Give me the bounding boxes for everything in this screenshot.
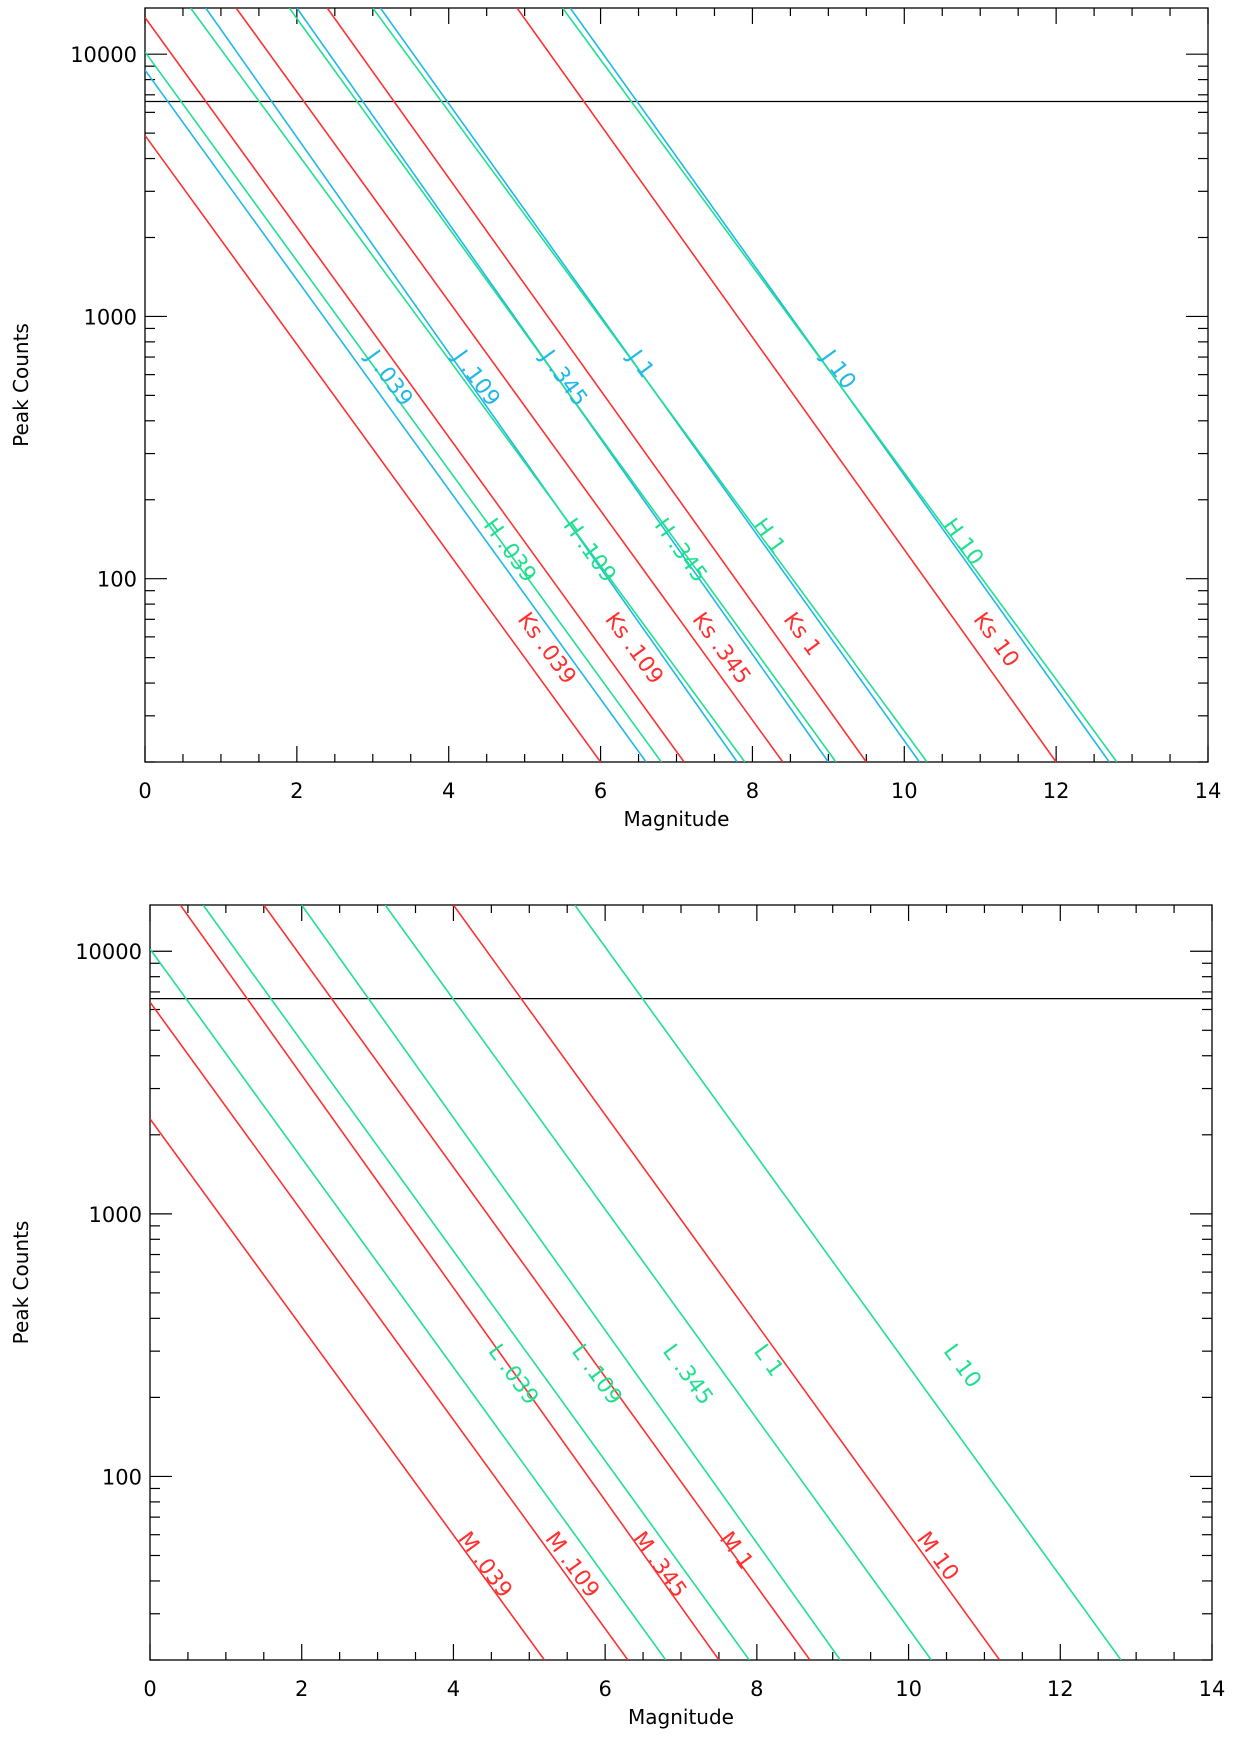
y-tick-label: 10000 xyxy=(75,940,142,964)
series-label: M .039 xyxy=(452,1527,516,1602)
x-tick-label: 10 xyxy=(895,1677,922,1701)
x-tick-label: 2 xyxy=(290,779,303,803)
series-label: J 1 xyxy=(621,344,659,383)
series-line-l-109 xyxy=(202,905,750,1660)
series-line-m-1 xyxy=(263,905,811,1660)
x-tick-label: 2 xyxy=(295,1677,308,1701)
series-line-m-10 xyxy=(452,905,1001,1660)
y-tick-label: 10000 xyxy=(70,43,137,67)
series-label: L 1 xyxy=(748,1340,788,1382)
series-label: Ks .039 xyxy=(512,608,580,689)
series-line-l-039 xyxy=(150,948,667,1660)
series-line-m-345 xyxy=(179,905,720,1660)
y-axis-label: Peak Counts xyxy=(9,323,33,447)
series-line-h-109 xyxy=(189,8,746,762)
series-line-j-109 xyxy=(205,8,738,762)
series-line-h-1 xyxy=(372,8,928,762)
series-label: L .345 xyxy=(657,1340,717,1410)
x-axis-label: Magnitude xyxy=(628,1705,734,1729)
series-line-ks-109 xyxy=(145,17,685,762)
chart-panel-top: 0 2 4 6 8 10 12 14 100 1000 10000 Magnitude Peak Cou… xyxy=(9,7,1222,831)
series-label: M .109 xyxy=(540,1527,604,1602)
series-line-ks-10 xyxy=(516,8,1057,762)
series-line-m-109 xyxy=(150,1001,629,1660)
x-tick-label: 6 xyxy=(598,1677,611,1701)
series-label: J 10 xyxy=(815,344,861,394)
x-tick-label: 14 xyxy=(1199,1677,1226,1701)
x-tick-label: 10 xyxy=(891,779,918,803)
series-label: H 1 xyxy=(748,514,790,559)
series-label: M 10 xyxy=(911,1527,963,1585)
series-line-j-039 xyxy=(145,69,647,762)
plot-frame xyxy=(144,7,1209,763)
series-label: L 10 xyxy=(938,1340,986,1393)
series-label: J .345 xyxy=(534,344,592,411)
x-tick-label: 4 xyxy=(442,779,455,803)
y-tick-label: 1000 xyxy=(89,1203,142,1227)
plot-area xyxy=(150,905,1212,1660)
series-line-ks-345 xyxy=(235,8,784,762)
series-label: H .345 xyxy=(649,514,712,587)
series-label: Ks 1 xyxy=(778,608,826,661)
series-line-l-1 xyxy=(384,905,932,1660)
series-label: L .039 xyxy=(483,1340,543,1410)
series-line-m-039 xyxy=(150,1118,546,1660)
y-tick-label: 100 xyxy=(97,568,137,592)
series-line-h-345 xyxy=(288,8,837,762)
series-label: J .109 xyxy=(446,344,504,411)
x-tick-label: 0 xyxy=(138,779,151,803)
series-label: Ks 10 xyxy=(968,608,1024,672)
chart-panel-bottom: 0 2 4 6 8 10 12 14 100 1000 10000 Magnitude Peak Cou… xyxy=(9,904,1226,1729)
plot-frame xyxy=(149,904,1213,1661)
x-tick-label: 12 xyxy=(1043,779,1070,803)
series-line-l-10 xyxy=(574,905,1122,1660)
x-tick-label: 4 xyxy=(447,1677,460,1701)
series-line-h-10 xyxy=(561,8,1118,762)
x-tick-label: 0 xyxy=(143,1677,156,1701)
series-line-ks-1 xyxy=(326,8,867,762)
series-line-ks-039 xyxy=(145,134,602,762)
y-axis-label: Peak Counts xyxy=(9,1221,33,1345)
series-line-l-345 xyxy=(301,905,841,1660)
series-line-h-039 xyxy=(145,51,662,762)
x-tick-label: 12 xyxy=(1047,1677,1074,1701)
x-tick-label: 14 xyxy=(1195,779,1222,803)
x-tick-label: 8 xyxy=(750,1677,763,1701)
y-tick-label: 100 xyxy=(102,1465,142,1489)
plot-area xyxy=(145,8,1208,762)
y-tick-label: 1000 xyxy=(84,305,137,329)
x-tick-label: 8 xyxy=(746,779,759,803)
x-tick-label: 6 xyxy=(594,779,607,803)
series-label: H 10 xyxy=(937,514,988,570)
x-axis-label: Magnitude xyxy=(624,807,730,831)
series-label: L .109 xyxy=(566,1340,626,1410)
